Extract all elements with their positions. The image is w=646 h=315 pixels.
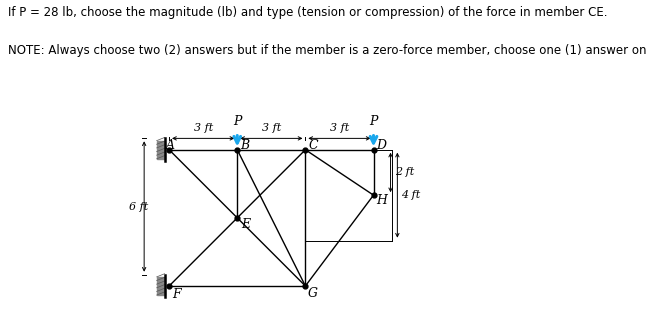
Text: 3 ft: 3 ft <box>330 123 349 133</box>
Text: NOTE: Always choose two (2) answers but if the member is a zero-force member, ch: NOTE: Always choose two (2) answers but … <box>8 44 646 57</box>
Bar <box>156 141 165 159</box>
Text: 3 ft: 3 ft <box>262 123 281 133</box>
Text: P: P <box>233 115 242 128</box>
Text: F: F <box>172 288 180 301</box>
Text: G: G <box>308 287 318 300</box>
Text: If P = 28 lb, choose the magnitude (lb) and type (tension or compression) of the: If P = 28 lb, choose the magnitude (lb) … <box>8 6 607 19</box>
Text: 4 ft: 4 ft <box>401 190 420 200</box>
Text: 6 ft: 6 ft <box>129 202 148 211</box>
Text: 2 ft: 2 ft <box>395 168 414 177</box>
Text: A: A <box>166 139 174 152</box>
Text: B: B <box>240 139 249 152</box>
Text: 3 ft: 3 ft <box>194 123 213 133</box>
Text: C: C <box>308 139 318 152</box>
Text: E: E <box>242 218 251 231</box>
Text: D: D <box>376 139 386 152</box>
Bar <box>156 277 165 295</box>
Text: H: H <box>376 194 387 207</box>
Text: P: P <box>370 115 378 128</box>
